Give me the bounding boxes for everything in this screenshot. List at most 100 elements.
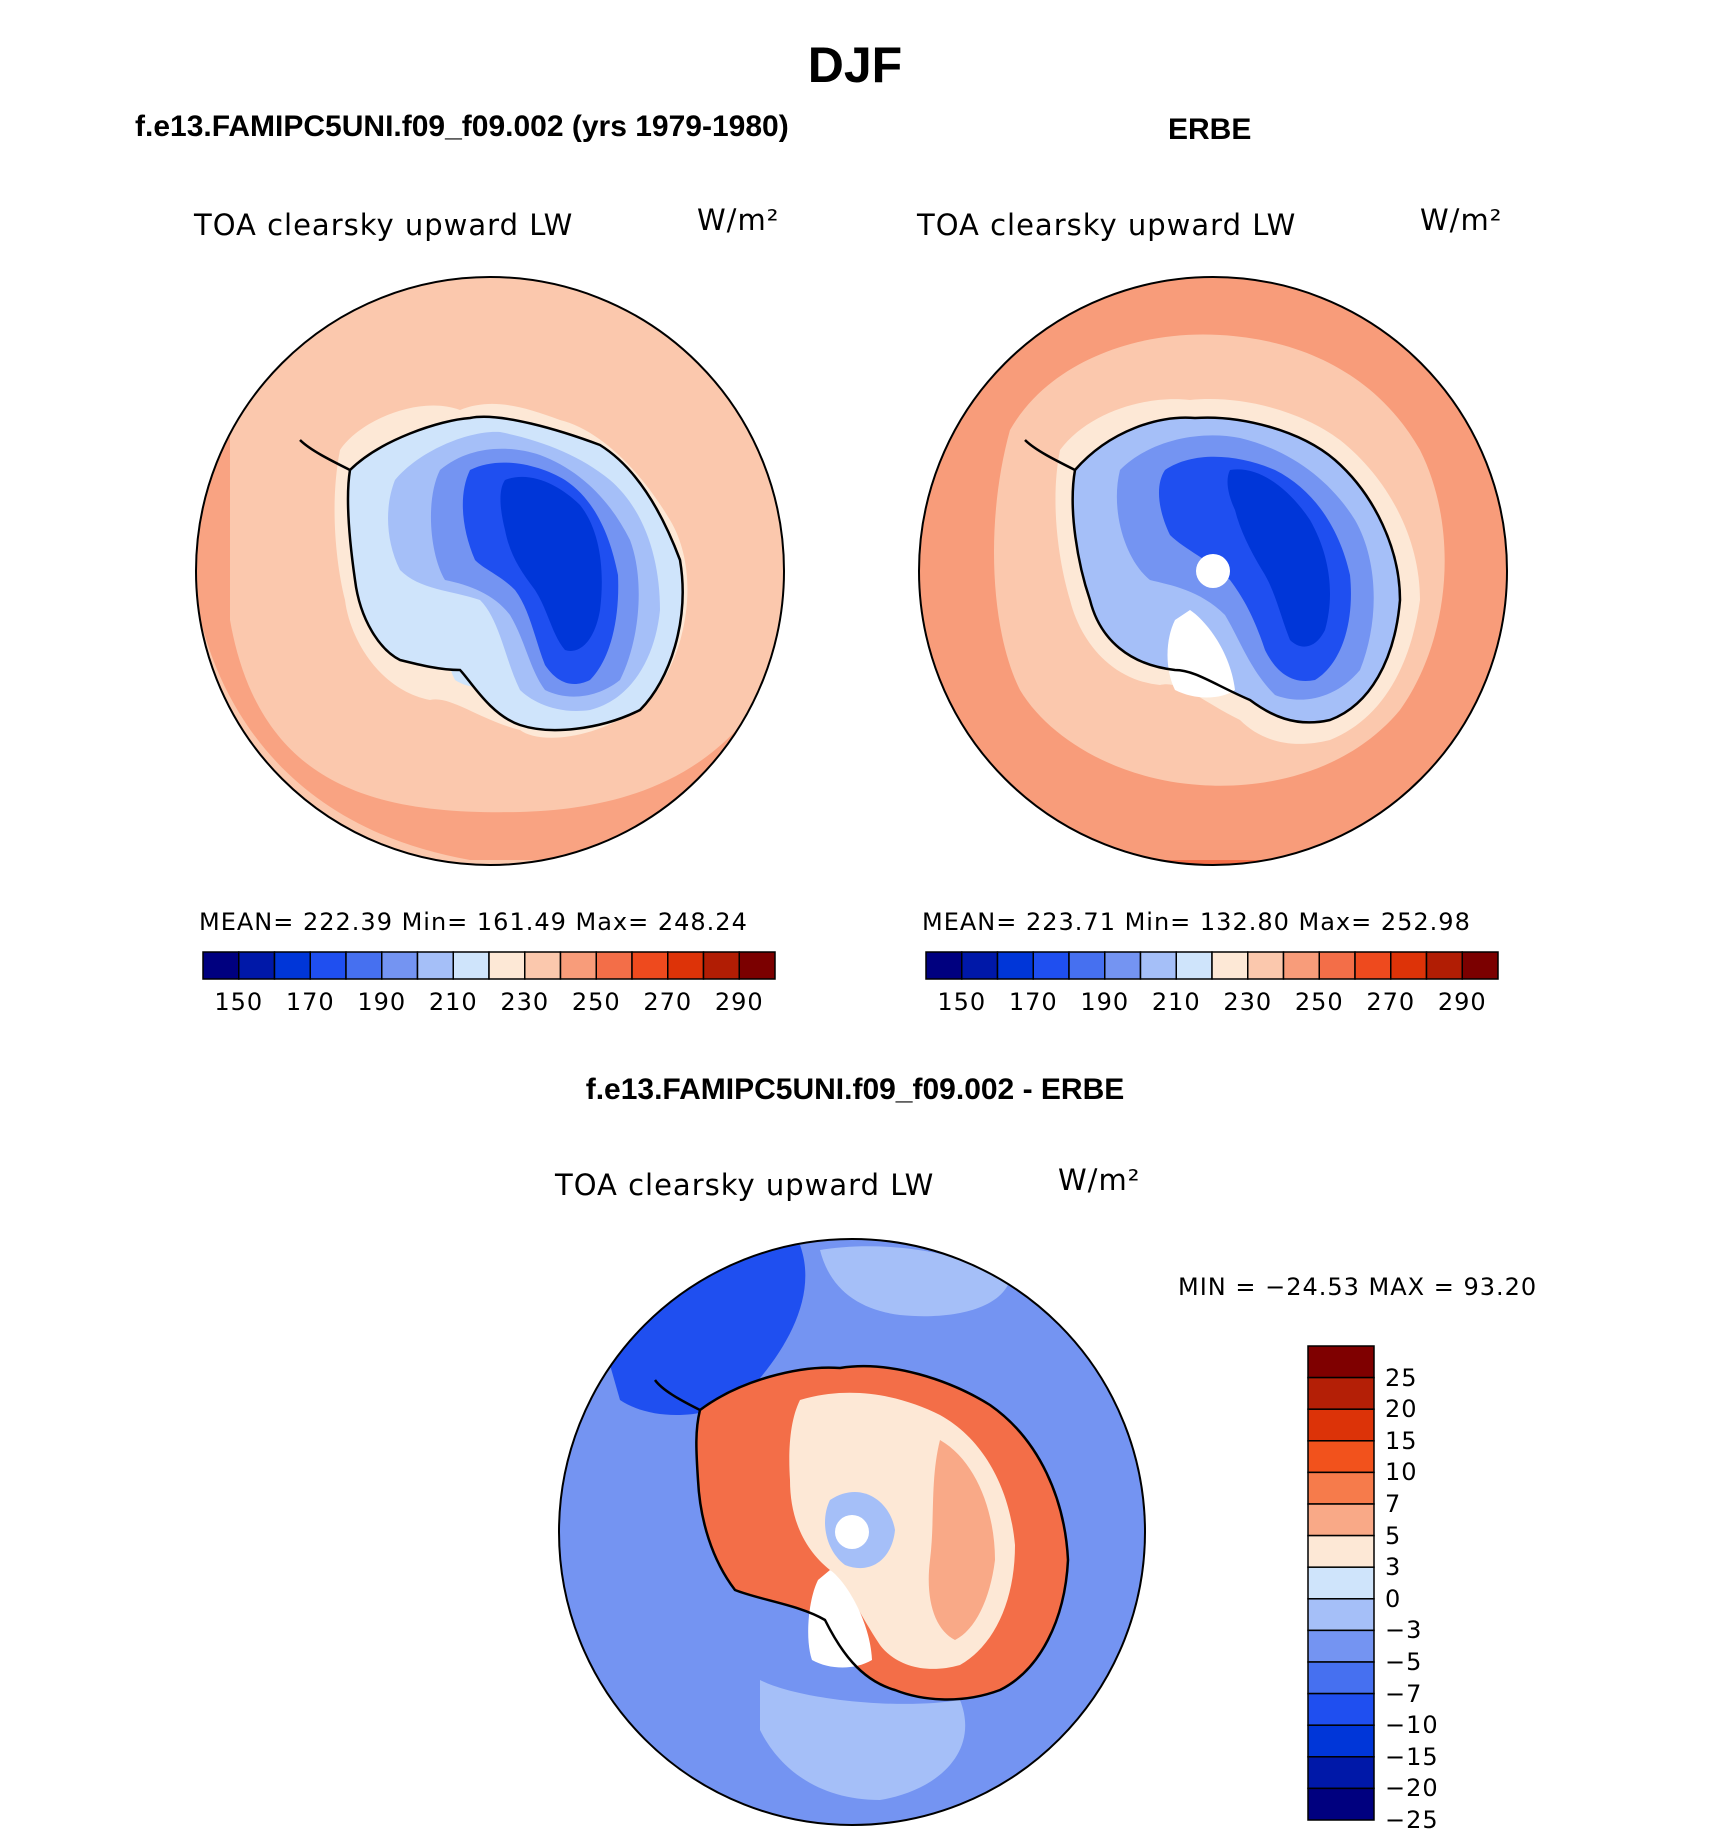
model-stats: MEAN= 222.39 Min= 161.49 Max= 248.24 (199, 908, 748, 936)
figure-title: DJF (807, 37, 903, 93)
model-colorbar-cell-4 (345, 951, 383, 980)
obs-colorbar-tick-label: 290 (1437, 988, 1487, 1016)
model-units-label: W/m² (697, 203, 780, 237)
diff-colorbar-cell-12 (1307, 1724, 1375, 1758)
obs-colorbar-cell-11 (1318, 951, 1356, 980)
diff-panel-title: f.e13.FAMIPC5UNI.f09_f09.002 - ERBE (585, 1073, 1125, 1106)
obs-colorbar-tick-label: 150 (937, 988, 987, 1016)
model-colorbar-cell-14 (702, 951, 740, 980)
diff-stats: MIN = −24.53 MAX = 93.20 (1178, 1273, 1538, 1301)
diff-colorbar-tick-label: −10 (1385, 1711, 1439, 1740)
diff-peninsula-line (653, 1379, 701, 1412)
model-colorbar-cell-7 (452, 951, 490, 980)
diff-colorbar-tick-label: −20 (1385, 1774, 1439, 1803)
model-peninsula-line (299, 439, 351, 472)
model-colorbar-cell-6 (416, 951, 454, 980)
model-colorbar-tick-label: 210 (428, 988, 478, 1016)
diff-colorbar-cell-10 (1307, 1661, 1375, 1695)
obs-colorbar-cell-13 (1390, 951, 1428, 980)
model-colorbar-tick-label: 170 (285, 988, 335, 1016)
obs-colorbar-cell-8 (1211, 951, 1249, 980)
obs-colorbar-tick-label: 170 (1008, 988, 1058, 1016)
diff-colorbar-cell-0 (1307, 1345, 1375, 1379)
obs-peninsula-line (1024, 439, 1076, 472)
model-colorbar-cell-1 (238, 951, 276, 980)
diff-colorbar-tick-label: −7 (1385, 1679, 1423, 1708)
model-ross-shelf (444, 600, 505, 688)
obs-colorbar-cell-4 (1068, 951, 1106, 980)
model-colorbar-cell-3 (309, 951, 347, 980)
diff-colorbar-cell-2 (1307, 1408, 1375, 1442)
model-colorbar-cell-5 (381, 951, 419, 980)
diff-colorbar-tick-label: 15 (1385, 1426, 1418, 1455)
diff-colorbar-tick-label: 0 (1385, 1584, 1402, 1613)
diff-colorbar-cell-7 (1307, 1566, 1375, 1600)
diff-colorbar-cell-5 (1307, 1503, 1375, 1537)
diff-colorbar-tick-label: −3 (1385, 1616, 1423, 1645)
diff-colorbar-tick-label: 10 (1385, 1458, 1418, 1487)
model-colorbar (202, 951, 776, 980)
diff-map-border (558, 1238, 1146, 1826)
obs-colorbar-cell-7 (1175, 951, 1213, 980)
obs-stats: MEAN= 223.71 Min= 132.80 Max= 252.98 (922, 908, 1471, 936)
obs-colorbar (925, 951, 1499, 980)
diff-colorbar-cell-11 (1307, 1692, 1375, 1726)
obs-pole-hole (1196, 554, 1230, 588)
diff-units-label: W/m² (1058, 1163, 1141, 1197)
model-antarctica-ice5 (500, 476, 602, 651)
diff-colorbar-cell-6 (1307, 1534, 1375, 1568)
diff-light-patch-s (760, 1680, 966, 1800)
diff-colorbar-tick-label: −5 (1385, 1648, 1423, 1676)
diff-colorbar-tick-label: 20 (1385, 1395, 1418, 1424)
model-colorbar-cell-13 (667, 951, 705, 980)
model-colorbar-cell-10 (559, 951, 597, 980)
diff-colorbar-cell-8 (1307, 1598, 1375, 1632)
model-colorbar-cell-15 (738, 951, 776, 980)
model-colorbar-cell-9 (524, 951, 562, 980)
obs-colorbar-tick-label: 190 (1080, 988, 1130, 1016)
diff-colorbar-cell-13 (1307, 1756, 1375, 1790)
obs-colorbar-cell-6 (1139, 951, 1177, 980)
diff-coastline (695, 1364, 1070, 1701)
diff-colorbar-cell-14 (1307, 1787, 1375, 1821)
model-colorbar-tick-label: 230 (500, 988, 550, 1016)
obs-units-label: W/m² (1420, 203, 1503, 237)
model-map (196, 277, 784, 865)
obs-colorbar-tick-label: 230 (1223, 988, 1273, 1016)
model-panel-title: f.e13.FAMIPC5UNI.f09_f09.002 (yrs 1979-1… (135, 110, 789, 143)
obs-colorbar-cell-14 (1425, 951, 1463, 980)
model-colorbar-cell-0 (202, 951, 240, 980)
model-variable-label: TOA clearsky upward LW (194, 208, 574, 242)
obs-colorbar-tick-label: 210 (1151, 988, 1201, 1016)
diff-colorbar-tick-label: 3 (1385, 1553, 1402, 1582)
obs-ross-gap (1167, 610, 1235, 698)
diff-colorbar-cell-3 (1307, 1440, 1375, 1474)
diff-colorbar-tick-label: 25 (1385, 1363, 1418, 1392)
diff-colorbar-cell-9 (1307, 1629, 1375, 1663)
diff-colorbar-tick-label: −25 (1385, 1806, 1439, 1834)
obs-panel-title: ERBE (1168, 113, 1252, 146)
diff-colorbar-tick-label: 7 (1385, 1490, 1402, 1518)
model-map-border (195, 276, 785, 866)
model-colorbar-tick-label: 270 (643, 988, 693, 1016)
obs-map-border (918, 276, 1508, 866)
model-colorbar-cell-12 (631, 951, 669, 980)
diff-colorbar-tick-label: −15 (1385, 1742, 1439, 1771)
obs-colorbar-cell-0 (925, 951, 963, 980)
model-colorbar-tick-label: 290 (714, 988, 764, 1016)
obs-colorbar-cell-2 (996, 951, 1034, 980)
diff-colorbar (1307, 1345, 1375, 1821)
obs-colorbar-cell-9 (1247, 951, 1285, 980)
diff-pole-hole (835, 1515, 869, 1549)
model-colorbar-cell-8 (488, 951, 526, 980)
obs-colorbar-cell-5 (1104, 951, 1142, 980)
obs-coastline (1071, 416, 1402, 724)
obs-antarctica-ice5 (1227, 469, 1330, 647)
model-colorbar-tick-label: 250 (571, 988, 621, 1016)
obs-colorbar-tick-label: 250 (1294, 988, 1344, 1016)
diff-ross-gap (808, 1570, 872, 1668)
model-colorbar-tick-label: 190 (357, 988, 407, 1016)
obs-variable-label: TOA clearsky upward LW (917, 208, 1297, 242)
obs-map (919, 277, 1507, 865)
diff-map (559, 1239, 1145, 1825)
